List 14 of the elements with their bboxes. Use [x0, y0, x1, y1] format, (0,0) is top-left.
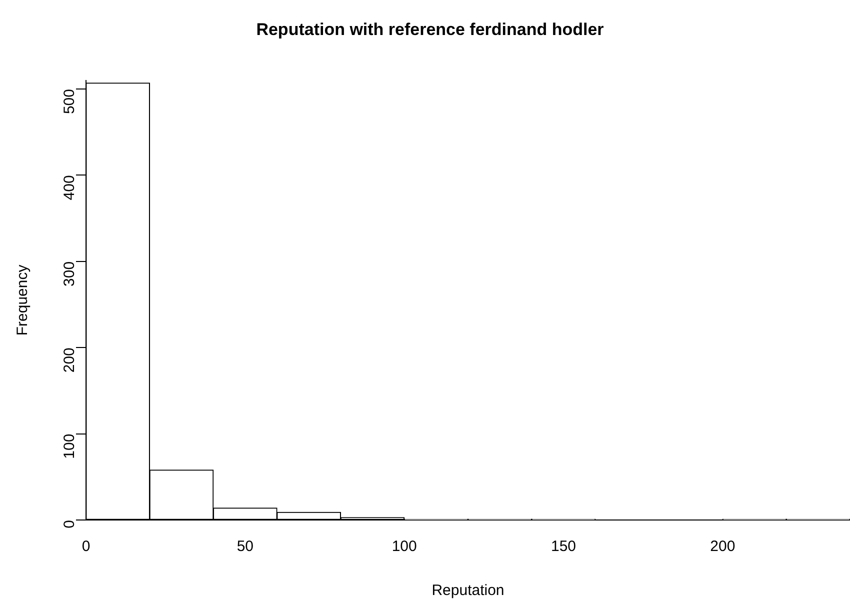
x-tick-label: 0 [82, 538, 90, 556]
y-tick-label: 400 [61, 175, 78, 200]
y-tick-label: 500 [61, 89, 78, 114]
x-axis-title: Reputation [432, 582, 504, 600]
y-axis-title: Frequency [14, 264, 32, 336]
y-tick-label: 100 [61, 434, 78, 459]
x-tick-label: 100 [392, 538, 417, 556]
chart-title: Reputation with reference ferdinand hodler [256, 20, 604, 39]
y-tick-label: 200 [61, 348, 78, 373]
y-tick-label: 0 [61, 520, 78, 528]
x-tick-label: 150 [550, 538, 576, 556]
y-tick-label: 300 [61, 261, 78, 286]
x-tick-label: 50 [236, 538, 254, 556]
x-tick-label: 200 [710, 538, 736, 556]
